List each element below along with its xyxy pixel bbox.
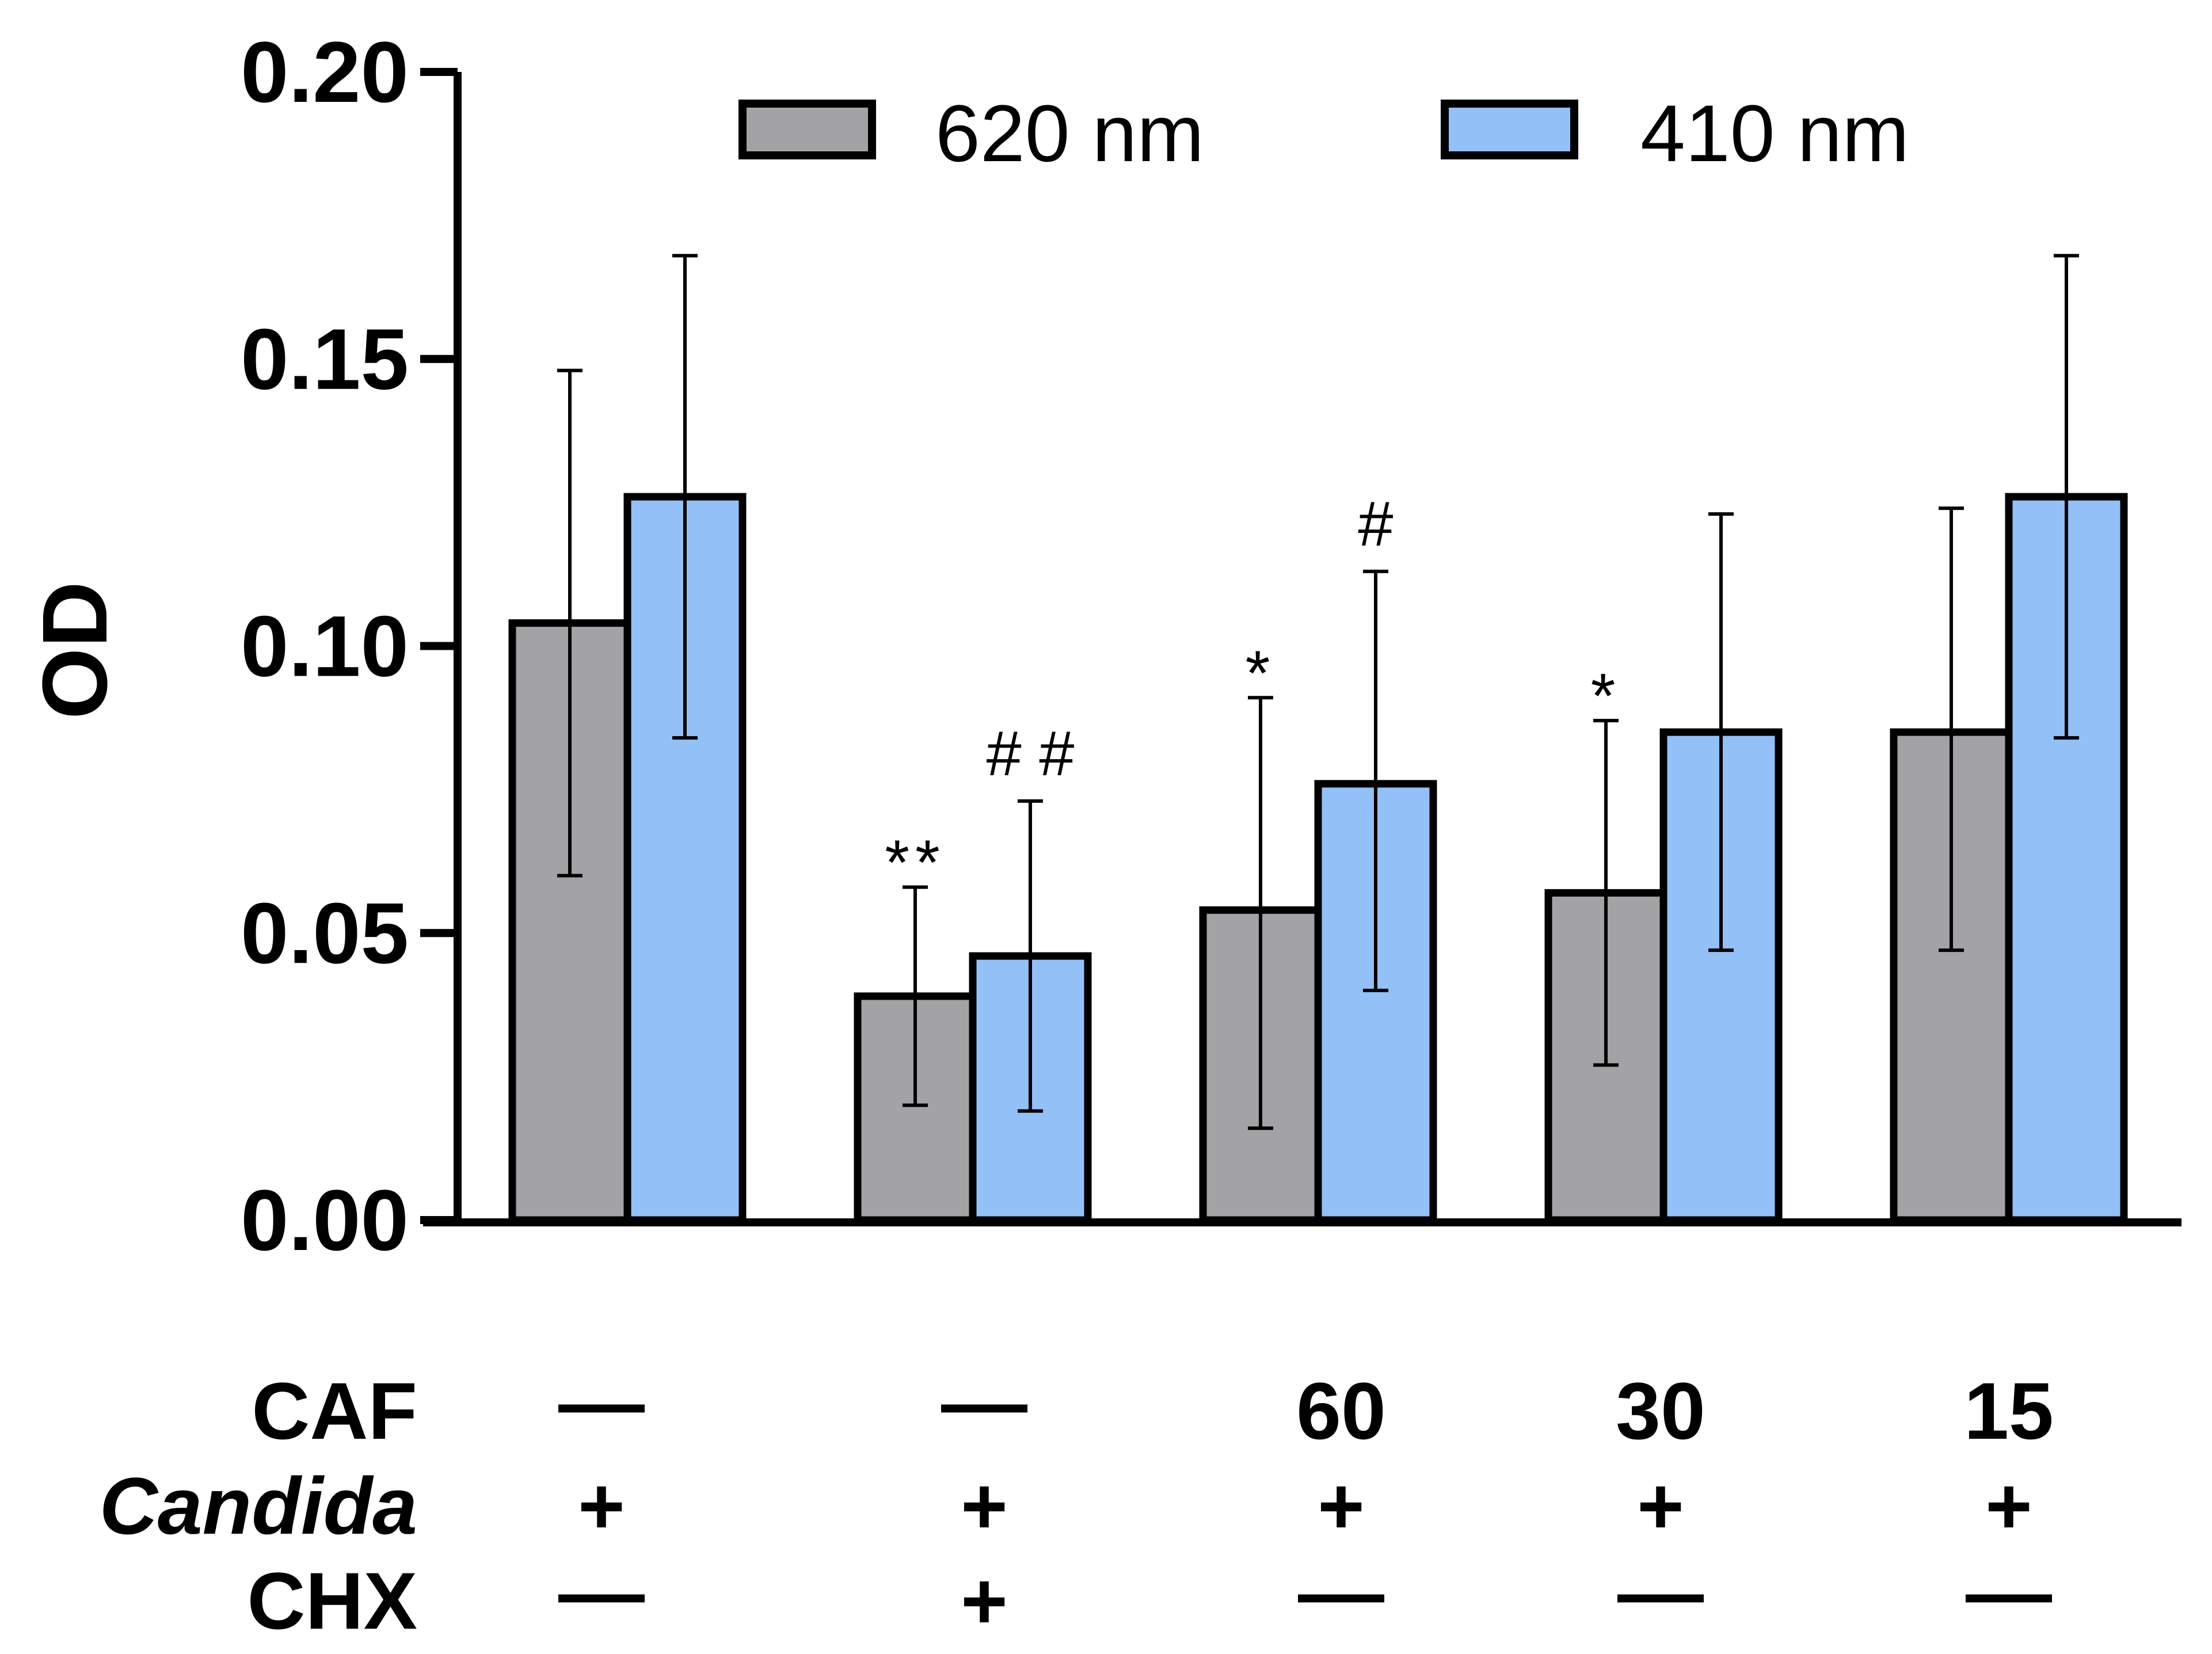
condition-row-label-chx: CHX <box>247 1556 417 1646</box>
condition-cell: + <box>961 1556 1008 1646</box>
condition-cell: + <box>961 1461 1008 1551</box>
legend-swatch-620 <box>738 100 876 159</box>
legend-label-410: 410 nm <box>1640 88 1909 178</box>
condition-row-label-candida: Candida <box>100 1461 417 1551</box>
significance-label: * <box>1246 638 1276 708</box>
condition-cell: — <box>1966 1547 2052 1637</box>
condition-cell: — <box>1617 1547 1704 1637</box>
y-ticks: 0.00 0.05 0.10 0.15 0.20 <box>241 24 458 1268</box>
condition-row-label-caf: CAF <box>252 1366 417 1456</box>
condition-cell: 30 <box>1616 1366 1705 1456</box>
legend-swatch-410 <box>1441 100 1578 159</box>
significance-label: # # <box>987 718 1075 789</box>
condition-cell: + <box>1985 1461 2032 1551</box>
y-axis-title: OD <box>23 581 126 719</box>
significance-annotations: *** *# ## <box>885 489 1621 898</box>
y-tick-label: 0.00 <box>241 1172 409 1268</box>
condition-cell: — <box>1298 1547 1384 1637</box>
y-tick-label: 0.05 <box>241 885 409 981</box>
condition-cell: + <box>1637 1461 1684 1551</box>
y-tick-label: 0.15 <box>241 311 409 407</box>
condition-cell: + <box>578 1461 625 1551</box>
error-bars <box>557 254 2079 1130</box>
significance-label: # <box>1358 489 1393 559</box>
y-tick-label: 0.10 <box>241 598 409 695</box>
legend-label-620: 620 nm <box>935 88 1204 178</box>
y-tick-label: 0.20 <box>241 24 409 120</box>
bars <box>508 493 2128 1224</box>
condition-cell: — <box>558 1547 645 1637</box>
condition-cell: — <box>558 1357 645 1447</box>
condition-cell: 60 <box>1296 1366 1386 1456</box>
condition-cell: + <box>1318 1461 1365 1551</box>
significance-label: ** <box>885 827 946 898</box>
condition-cell: — <box>941 1357 1027 1447</box>
legend: 620 nm 410 nm <box>738 88 1909 178</box>
significance-label: * <box>1591 661 1621 731</box>
condition-cell: 15 <box>1964 1366 2054 1456</box>
